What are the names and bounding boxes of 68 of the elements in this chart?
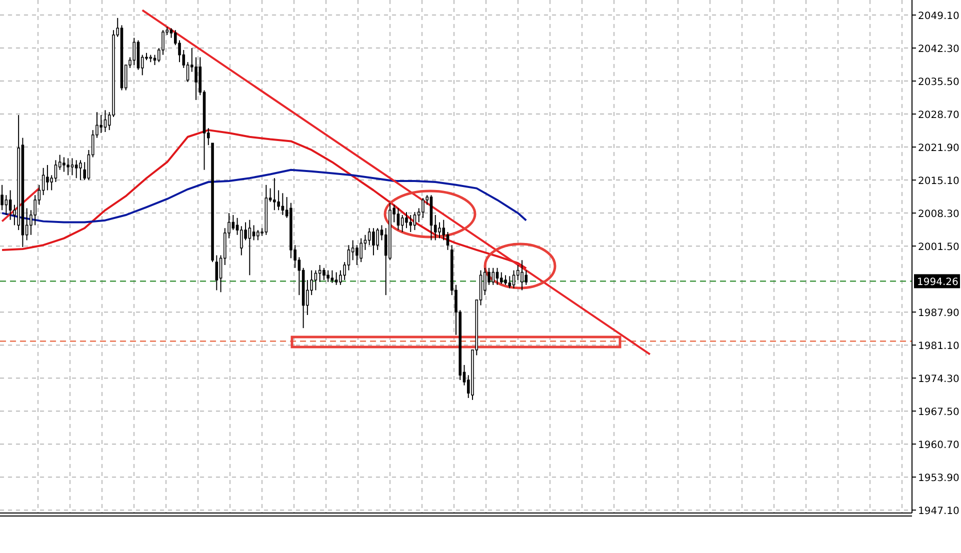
line-series — [1, 168, 528, 224]
candlestick — [79, 160, 82, 181]
candlestick — [132, 37, 136, 66]
y-tick-label: 2015.10 — [918, 176, 960, 188]
candlestick — [524, 270, 528, 286]
candlestick — [492, 267, 495, 286]
candlestick — [252, 224, 256, 241]
candlestick — [330, 270, 334, 284]
candlestick — [520, 260, 524, 291]
y-tick-label: 2008.30 — [918, 209, 960, 220]
candlestick — [368, 228, 371, 246]
candlestick — [400, 214, 404, 232]
y-tick-label: 2042.30 — [918, 44, 960, 56]
candlestick — [360, 238, 362, 263]
y-tick-label: 1981.10 — [918, 341, 960, 352]
candlestick — [508, 276, 512, 289]
candlestick — [62, 156, 66, 172]
y-tick-label: 2049.10 — [918, 11, 960, 22]
candlestick — [70, 158, 74, 176]
candlestick — [413, 212, 416, 231]
candlestick — [273, 178, 276, 211]
candlestick — [326, 270, 330, 282]
candlestick — [438, 222, 441, 239]
candlestick — [256, 230, 260, 241]
candlestick — [281, 192, 284, 216]
candlestick — [104, 110, 107, 133]
candlestick — [100, 114, 103, 134]
candlestick — [4, 194, 8, 216]
candlestick — [215, 254, 218, 291]
candlestick — [504, 274, 507, 286]
candlestick — [496, 267, 499, 286]
candlestick — [512, 270, 516, 289]
candlestick — [194, 56, 198, 100]
y-tick-label: 1953.90 — [918, 473, 960, 484]
candlestick — [240, 226, 243, 256]
candlestick — [372, 228, 375, 256]
y-tick-label: 1960.70 — [918, 440, 960, 452]
y-tick-label: 2035.50 — [918, 77, 960, 88]
candlestick — [46, 164, 49, 191]
candlestick — [66, 158, 70, 176]
candlestick — [74, 160, 78, 179]
candlestick — [405, 212, 408, 229]
candlestick — [232, 214, 235, 231]
candlestick — [446, 231, 450, 250]
candlestick — [396, 208, 400, 231]
ref-line-label: 1994.26 — [917, 277, 958, 288]
candlestick — [356, 244, 358, 266]
y-tick-label: 1987.90 — [918, 308, 960, 320]
candlestick — [422, 198, 424, 218]
candlestick — [0, 184, 4, 211]
y-tick-label: 1947.10 — [918, 506, 960, 518]
candlestick — [314, 270, 318, 291]
candlestick — [248, 219, 252, 276]
y-tick-label: 2001.50 — [918, 242, 960, 254]
candlestick — [334, 272, 338, 286]
candlestick — [376, 228, 379, 250]
candlestick — [500, 272, 503, 284]
candlestick — [8, 190, 12, 220]
candlestick — [277, 190, 280, 211]
candlestick — [318, 264, 322, 282]
line-series — [1, 129, 528, 270]
candlestick — [322, 267, 326, 281]
y-tick-label: 1974.30 — [918, 374, 960, 386]
y-tick-label: 2028.70 — [918, 110, 960, 122]
y-tick-label: 2021.90 — [918, 143, 960, 154]
candlestick — [54, 160, 58, 182]
y-tick-label: 1967.50 — [918, 407, 960, 418]
candlestick — [409, 214, 412, 232]
